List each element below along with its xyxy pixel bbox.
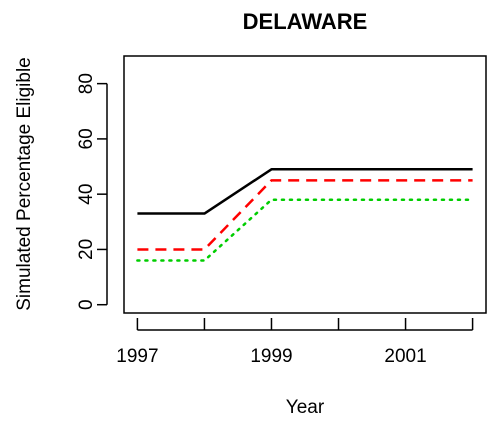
y-axis: 0 20 40 60 80	[76, 73, 108, 310]
x-axis-label: Year	[286, 397, 325, 418]
plot-area-frame	[123, 55, 487, 314]
chart-title: DELAWARE	[243, 9, 368, 34]
x-axis: 1997 1999 2001	[116, 318, 474, 367]
y-axis-label: Simulated Percentage Eligible	[14, 57, 35, 311]
series-layer	[136, 168, 474, 262]
x-tick-label: 2001	[384, 346, 426, 367]
y-tick-label: 60	[76, 128, 97, 149]
series-line-3	[136, 198, 474, 262]
x-tick-label: 1999	[250, 346, 292, 367]
y-tick-label: 80	[76, 73, 97, 94]
y-tick-label: 0	[76, 299, 97, 310]
x-tick-label: 1997	[116, 346, 158, 367]
y-tick-label: 40	[76, 184, 97, 205]
series-line-2	[137, 179, 473, 251]
y-tick-label: 20	[76, 239, 97, 260]
series-line-1	[137, 168, 473, 215]
